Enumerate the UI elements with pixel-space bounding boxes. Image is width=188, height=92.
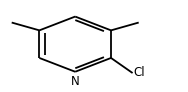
Text: N: N: [71, 75, 80, 88]
Text: Cl: Cl: [133, 66, 145, 79]
